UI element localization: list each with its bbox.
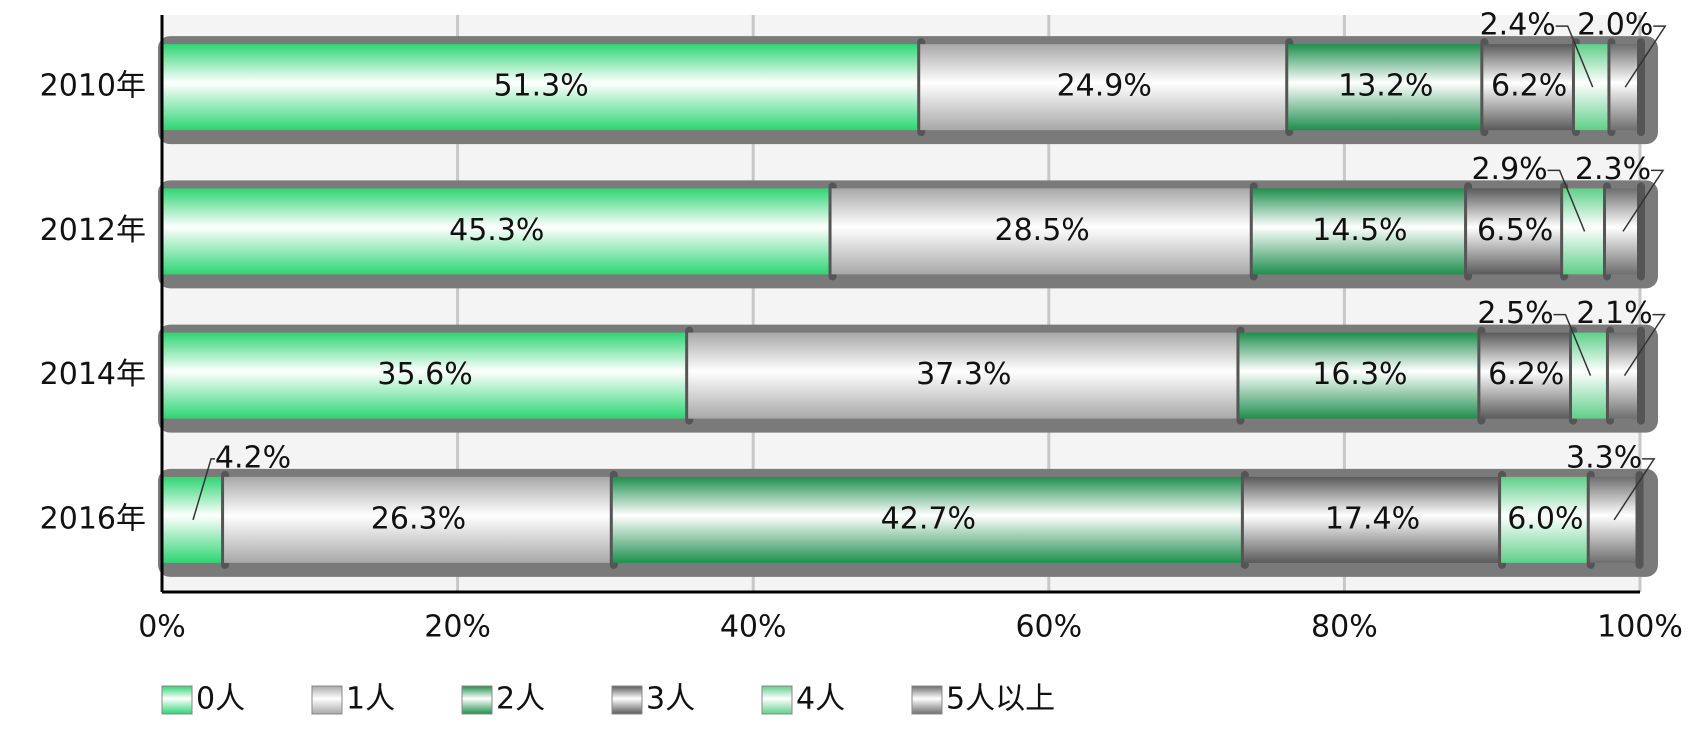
data-label: 17.4% <box>1325 501 1420 536</box>
data-label: 3.3% <box>1566 440 1642 475</box>
bar-segment <box>1606 188 1640 275</box>
leader-line <box>1547 169 1586 232</box>
legend-swatch <box>611 685 643 715</box>
leader-line <box>1622 169 1665 232</box>
bar-segment <box>1480 332 1573 419</box>
legend-swatch <box>311 685 343 715</box>
data-label: 51.3% <box>493 69 588 104</box>
data-label: 37.3% <box>916 357 1011 392</box>
legend-swatch <box>161 685 193 715</box>
data-label: 16.3% <box>1312 357 1407 392</box>
data-label: 6.2% <box>1491 69 1567 104</box>
bar-segment <box>162 44 921 131</box>
data-label: 2.3% <box>1575 152 1651 187</box>
bar-segment <box>1252 188 1468 275</box>
bar-segment <box>920 44 1289 131</box>
data-label: 24.9% <box>1057 69 1152 104</box>
data-label: 6.0% <box>1507 501 1583 536</box>
legend-swatch <box>461 685 493 715</box>
y-tick-label: 2016年 <box>40 501 146 536</box>
bar-segment <box>831 188 1253 275</box>
legend-label: 3人 <box>646 682 695 717</box>
data-label: 2.4% <box>1480 8 1556 43</box>
bar-segment <box>1243 476 1502 563</box>
legend-label: 1人 <box>346 682 395 717</box>
leader-line <box>1555 25 1594 88</box>
data-label: 35.6% <box>377 357 472 392</box>
bar-segment <box>162 332 689 419</box>
segment-edge <box>1637 38 1645 137</box>
x-tick-label: 20% <box>424 610 491 645</box>
leader-line <box>1624 25 1667 88</box>
bar-segment <box>162 188 832 275</box>
x-tick-label: 40% <box>720 610 787 645</box>
data-label: 4.2% <box>215 440 291 475</box>
x-tick-label: 100% <box>1597 610 1683 645</box>
data-label: 42.7% <box>881 501 976 536</box>
x-tick-label: 0% <box>138 610 186 645</box>
segment-edge <box>1637 182 1645 281</box>
leader-line <box>1613 458 1656 521</box>
leader-line <box>192 458 216 521</box>
legend-swatch <box>911 685 943 715</box>
data-label: 6.2% <box>1488 357 1564 392</box>
bar-segment <box>1563 188 1607 275</box>
data-label: 2.5% <box>1477 296 1553 331</box>
legend-label: 5人以上 <box>946 682 1055 717</box>
bar-segment <box>1239 332 1481 419</box>
bar-segment <box>1483 44 1575 131</box>
segment-edge <box>1635 470 1644 569</box>
bar-segment <box>224 476 613 563</box>
data-label: 6.5% <box>1477 213 1553 248</box>
data-label: 26.3% <box>371 501 466 536</box>
data-label: 2.9% <box>1471 152 1547 187</box>
legend-label: 4人 <box>796 682 845 717</box>
bar-segment <box>1288 44 1484 131</box>
data-label: 2.1% <box>1576 296 1652 331</box>
data-label: 45.3% <box>449 213 544 248</box>
y-tick-label: 2012年 <box>40 213 146 248</box>
x-tick-label: 60% <box>1015 610 1082 645</box>
bar-segment <box>1467 188 1564 275</box>
data-label: 14.5% <box>1312 213 1407 248</box>
bar-segment <box>1501 476 1590 563</box>
legend-label: 2人 <box>496 682 545 717</box>
legend-label: 0人 <box>196 682 245 717</box>
data-label: 13.2% <box>1338 69 1433 104</box>
leader-line <box>1553 313 1592 376</box>
leader-line <box>1623 313 1666 377</box>
x-tick-label: 80% <box>1311 610 1378 645</box>
bar-segment <box>688 332 1240 419</box>
segment-edge <box>1637 326 1645 425</box>
y-tick-label: 2010年 <box>40 69 146 104</box>
data-label: 28.5% <box>994 213 1089 248</box>
y-tick-label: 2014年 <box>40 357 146 392</box>
legend-swatch <box>761 685 793 715</box>
bar-segment <box>612 476 1244 563</box>
data-label: 2.0% <box>1577 8 1653 43</box>
